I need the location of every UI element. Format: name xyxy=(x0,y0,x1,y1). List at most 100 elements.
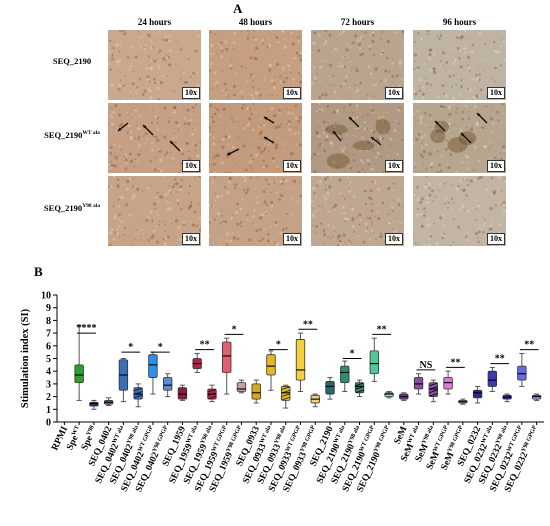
arrowhead-icon xyxy=(435,121,439,125)
magnification-label: 10x xyxy=(283,87,301,99)
box-2 xyxy=(89,401,99,407)
cell-texture xyxy=(311,103,404,173)
y-tick-label: 7 xyxy=(46,329,51,340)
box-8 xyxy=(177,387,188,400)
panel-a-label: A xyxy=(233,1,243,16)
arrowhead-icon xyxy=(461,133,465,137)
arrowhead-icon xyxy=(371,137,375,141)
box-32 xyxy=(531,394,542,400)
magnification-label: 10x xyxy=(182,233,200,245)
hatch-line xyxy=(355,382,364,386)
x-tick-label-sup: Y98 GPGP xyxy=(152,425,170,454)
hatch-line xyxy=(281,393,290,397)
cell-texture xyxy=(311,30,404,100)
micrograph-r2-c1: 10x xyxy=(108,103,201,173)
panel-b-label: B xyxy=(34,264,43,279)
column-header-24h: 24 hours xyxy=(137,17,172,27)
micrograph-r3-c4: 10x xyxy=(413,176,506,246)
magnification-label: 10x xyxy=(182,160,200,172)
micrograph-r2-c3: 10x xyxy=(311,103,404,173)
y-tick-label: 2 xyxy=(46,392,51,403)
y-axis-title: Stimulation index (SI) xyxy=(20,308,31,408)
x-tick-label-sup: Y98 ala xyxy=(421,425,435,445)
y-tick-label: 6 xyxy=(46,341,51,352)
hatch-line xyxy=(208,389,216,393)
magnification-label: 10x xyxy=(487,160,505,172)
significance-label: ** xyxy=(450,357,460,368)
row-label-sup: WT ala xyxy=(82,130,100,137)
box-5 xyxy=(133,387,143,400)
magnification-label: 10x xyxy=(487,233,505,245)
cell-texture xyxy=(108,176,201,246)
cell-texture xyxy=(413,103,506,173)
micrograph-r3-c3: 10x xyxy=(311,176,404,246)
y-tick-label: 3 xyxy=(46,379,51,390)
x-tick-label-sup: WT ala xyxy=(185,425,198,445)
hatch-line xyxy=(429,393,438,397)
box-12 xyxy=(236,382,247,392)
x-tick-label-name: Spe xyxy=(65,434,80,452)
box-11 xyxy=(222,341,232,373)
box-15 xyxy=(281,386,291,401)
significance-label: * xyxy=(232,324,237,335)
micrograph-r2-c4: 10x xyxy=(413,103,506,173)
magnification-label: 10x xyxy=(487,87,505,99)
arrowhead-icon xyxy=(264,117,268,120)
x-tick-label-sup: Y98 ala xyxy=(274,425,288,445)
x-tick-label-sup: Y98 xyxy=(86,425,96,437)
micrograph-r1-c4: 10x xyxy=(413,30,506,100)
cell-texture xyxy=(413,30,506,100)
hatch-line xyxy=(281,397,290,401)
row-label-seq2190: SEQ_2190 xyxy=(38,56,106,66)
hatch-line xyxy=(429,382,438,386)
cell-texture xyxy=(108,103,201,173)
significance-label: ** xyxy=(377,324,387,335)
box-28 xyxy=(472,389,483,399)
x-tick-label-sup: Y98 ala xyxy=(200,425,214,445)
magnification-label: 10x xyxy=(283,160,301,172)
micrograph-r3-c1: 10x xyxy=(108,176,201,246)
x-tick-label-sup: Y98 GPGP xyxy=(521,425,539,454)
hatch-line xyxy=(134,387,143,392)
box-29 xyxy=(487,370,498,387)
micrograph-r1-c3: 10x xyxy=(311,30,404,100)
y-tick-label: 0 xyxy=(46,418,51,429)
box-26 xyxy=(443,377,453,390)
x-tick-label-sup: Y98 ala xyxy=(495,425,509,445)
significance-label: ** xyxy=(524,340,534,351)
magnification-label: 10x xyxy=(385,160,403,172)
box-16 xyxy=(295,339,306,381)
cell-texture xyxy=(311,176,404,246)
arrowhead-icon xyxy=(227,152,231,156)
significance-label: * xyxy=(128,342,133,353)
hatch-line xyxy=(281,386,290,390)
box-22 xyxy=(384,392,394,398)
x-tick-label-sup: WT ala xyxy=(333,425,346,445)
x-tick-label-sup: Y98 GPGP xyxy=(447,425,465,454)
x-tick-label-sup: WT ala xyxy=(259,425,272,445)
arrowhead-icon xyxy=(170,141,174,145)
box-7 xyxy=(163,377,173,391)
row-label-text: SEQ_2190 xyxy=(44,130,83,140)
y-tick-label: 9 xyxy=(46,303,51,314)
row-label-text: SEQ_2190 xyxy=(43,203,83,213)
arrowhead-icon xyxy=(349,117,353,121)
arrowhead-icon xyxy=(264,137,268,140)
x-tick-label-sup: Y98 GPGP xyxy=(299,425,317,454)
significance-label: **** xyxy=(77,323,97,334)
y-tick-label: 1 xyxy=(46,405,51,416)
x-tick-label-sup: WT ala xyxy=(112,425,125,445)
significance-label: * xyxy=(350,349,355,360)
cell-texture xyxy=(209,176,302,246)
box-31 xyxy=(517,365,527,381)
hatch-line xyxy=(208,396,216,400)
magnification-label: 10x xyxy=(182,87,200,99)
box-14 xyxy=(266,354,276,376)
y-tick-label: 4 xyxy=(46,367,51,378)
arrowhead-icon xyxy=(143,125,147,129)
y-tick-label: 5 xyxy=(46,354,51,365)
box-21 xyxy=(369,350,379,375)
y-tick-label: 8 xyxy=(46,316,51,327)
column-header-48h: 48 hours xyxy=(238,17,273,27)
